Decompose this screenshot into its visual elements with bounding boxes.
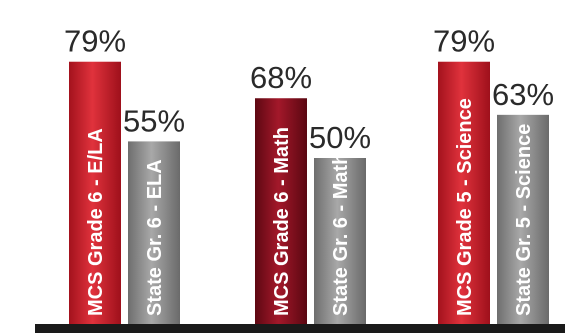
bar-category-label: State Gr. 6 - Math xyxy=(330,153,352,316)
value-label: 50% xyxy=(309,120,371,155)
value-label: 55% xyxy=(123,103,185,138)
bar-category-label: MCS Grade 5 - Science xyxy=(454,98,476,316)
value-label: 68% xyxy=(250,60,312,95)
bar-state-gr-5-science xyxy=(497,114,549,324)
bars-group: 79% MCS Grade 6 - E/LA 55% State Gr. 6 - EL… xyxy=(64,24,554,325)
bar-mcs-grade-5-science xyxy=(438,61,490,324)
bar-state-gr-6-math xyxy=(314,158,366,324)
value-label: 79% xyxy=(64,24,126,59)
bar-mcs-grade-6-e-la xyxy=(69,61,121,324)
bar-category-label: State Gr. 5 - Science xyxy=(513,124,535,316)
value-label: 63% xyxy=(492,77,554,112)
bar-category-label: MCS Grade 6 - E/LA xyxy=(85,128,107,316)
bar-state-gr-6-ela xyxy=(128,141,180,324)
bar-category-label: State Gr. 6 - ELA xyxy=(144,159,166,316)
value-label: 79% xyxy=(433,24,495,59)
bar-category-label: MCS Grade 6 - Math xyxy=(271,127,293,316)
x-axis-baseline xyxy=(35,324,565,333)
bar-mcs-grade-6-math xyxy=(255,98,307,325)
